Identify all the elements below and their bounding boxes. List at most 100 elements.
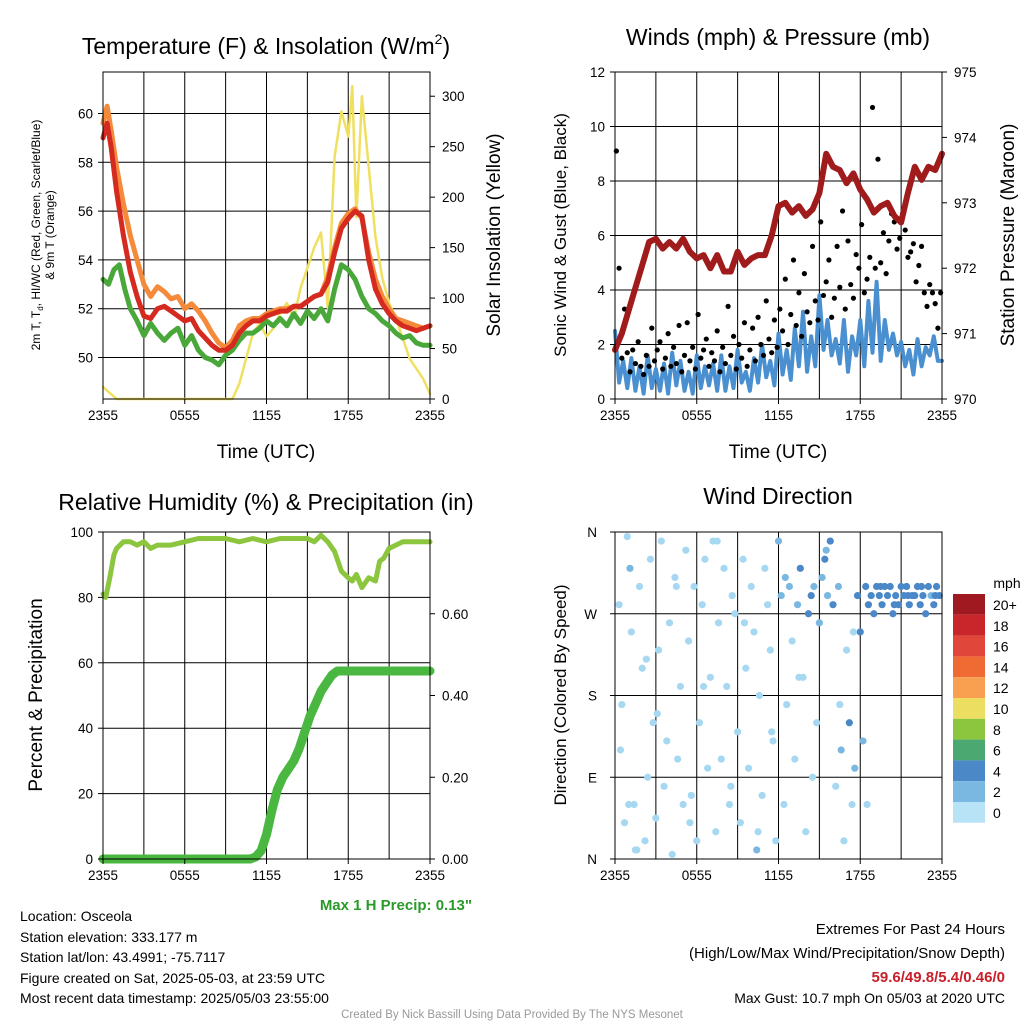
gust-point	[632, 360, 639, 367]
y-tick-label: 54	[78, 253, 94, 268]
direction-point	[625, 800, 633, 809]
direction-point	[754, 828, 762, 836]
gust-point	[722, 360, 728, 367]
gust-point	[763, 298, 769, 304]
colorbar-swatch	[953, 594, 985, 615]
gust-point	[684, 320, 690, 326]
gust-point	[804, 309, 810, 315]
2m-temp-line	[100, 120, 433, 353]
direction-point	[674, 755, 682, 763]
extremes-subtitle: (High/Low/Max Wind/Precipitation/Snow De…	[689, 945, 1005, 962]
colorbar-title: mph	[993, 575, 1020, 591]
direction-point	[796, 564, 804, 572]
direction-point	[663, 737, 671, 745]
colorbar-swatch	[953, 656, 985, 678]
insolation-y-axis-label: Solar Insolation (Yellow)	[484, 133, 505, 336]
direction-point	[747, 582, 755, 591]
y-tick-label: 4	[597, 283, 605, 298]
direction-point	[623, 532, 631, 541]
direction-point	[638, 664, 646, 672]
direction-point	[840, 837, 848, 845]
gust-point	[654, 347, 660, 353]
gust-point	[627, 369, 633, 375]
gust-point	[616, 265, 622, 271]
direction-point	[630, 800, 638, 809]
direction-point	[699, 682, 708, 691]
gust-point	[801, 271, 807, 277]
direction-point	[764, 601, 772, 609]
direction-point	[706, 673, 714, 681]
y-right-tick-label: 0.40	[442, 689, 468, 704]
direction-point	[892, 591, 900, 600]
gust-point	[848, 281, 854, 288]
gust-point	[831, 295, 837, 301]
gust-point	[807, 320, 813, 326]
direction-point	[626, 564, 634, 572]
gust-point	[878, 260, 884, 266]
direction-point	[836, 700, 844, 709]
winds-x-axis-label: Time (UTC)	[729, 442, 828, 463]
x-tick-label: 1155	[764, 408, 793, 423]
colorbar-swatch	[953, 698, 985, 719]
direction-point	[843, 646, 851, 654]
direction-point	[904, 591, 912, 600]
direction-point	[758, 791, 766, 800]
direction-point	[774, 537, 783, 545]
direction-point	[877, 582, 885, 591]
colorbar-label: 16	[993, 639, 1009, 655]
gust-point	[845, 238, 851, 244]
colorbar-swatch	[953, 781, 985, 802]
gust-point	[714, 328, 720, 334]
gust-point	[859, 222, 865, 228]
direction-tick-label: N	[587, 525, 597, 540]
y-tick-label: 58	[78, 155, 93, 170]
relative-humidity-line	[100, 532, 433, 600]
gust-point	[709, 350, 715, 356]
x-tick-label: 2355	[927, 408, 957, 423]
gust-point	[657, 339, 663, 345]
gust-point	[905, 254, 911, 260]
gust-point	[643, 352, 649, 358]
y-tick-label: 12	[590, 65, 605, 80]
direction-tick-label: N	[587, 852, 597, 867]
direction-point	[769, 737, 777, 745]
max-precip-note: Max 1 H Precip: 0.13"	[320, 897, 472, 914]
direction-point	[889, 610, 897, 618]
gust-point	[886, 238, 892, 244]
colorbar-label: 4	[993, 763, 1001, 779]
x-tick-label: 1155	[252, 408, 281, 423]
direction-point	[620, 819, 629, 827]
direction-point	[930, 601, 938, 609]
direction-point	[781, 573, 789, 582]
gust-point	[698, 355, 704, 361]
gust-point	[897, 235, 903, 241]
gust-point	[826, 257, 832, 263]
direction-point	[875, 591, 883, 600]
gust-point	[730, 333, 737, 339]
direction-point	[686, 819, 694, 827]
direction-point	[761, 564, 769, 572]
direction-point	[802, 828, 810, 836]
y-tick-label: 0	[85, 852, 93, 867]
direction-point	[931, 591, 939, 600]
gust-point	[692, 366, 698, 372]
gust-point	[788, 311, 794, 318]
direction-point	[853, 591, 862, 600]
direction-point	[917, 582, 926, 591]
gust-point	[861, 290, 867, 296]
gust-point	[752, 358, 758, 364]
y-right-tick-label: 0.60	[442, 607, 468, 622]
direction-point	[780, 800, 788, 809]
gust-point	[829, 314, 835, 320]
figure-created: Figure created on Sat, 2025-05-03, at 23…	[20, 969, 326, 986]
x-tick-label: 0555	[170, 868, 200, 883]
direction-point	[922, 610, 930, 618]
gust-point	[646, 363, 652, 369]
direction-point	[679, 800, 687, 809]
colorbar-swatch	[953, 739, 985, 761]
direction-point	[878, 601, 886, 609]
x-tick-label: 2355	[927, 868, 957, 883]
colorbar-label: 2	[993, 784, 1001, 800]
direction-point	[772, 837, 780, 845]
humidity-panel: Relative Humidity (%) & Precipitation (i…	[26, 489, 474, 914]
